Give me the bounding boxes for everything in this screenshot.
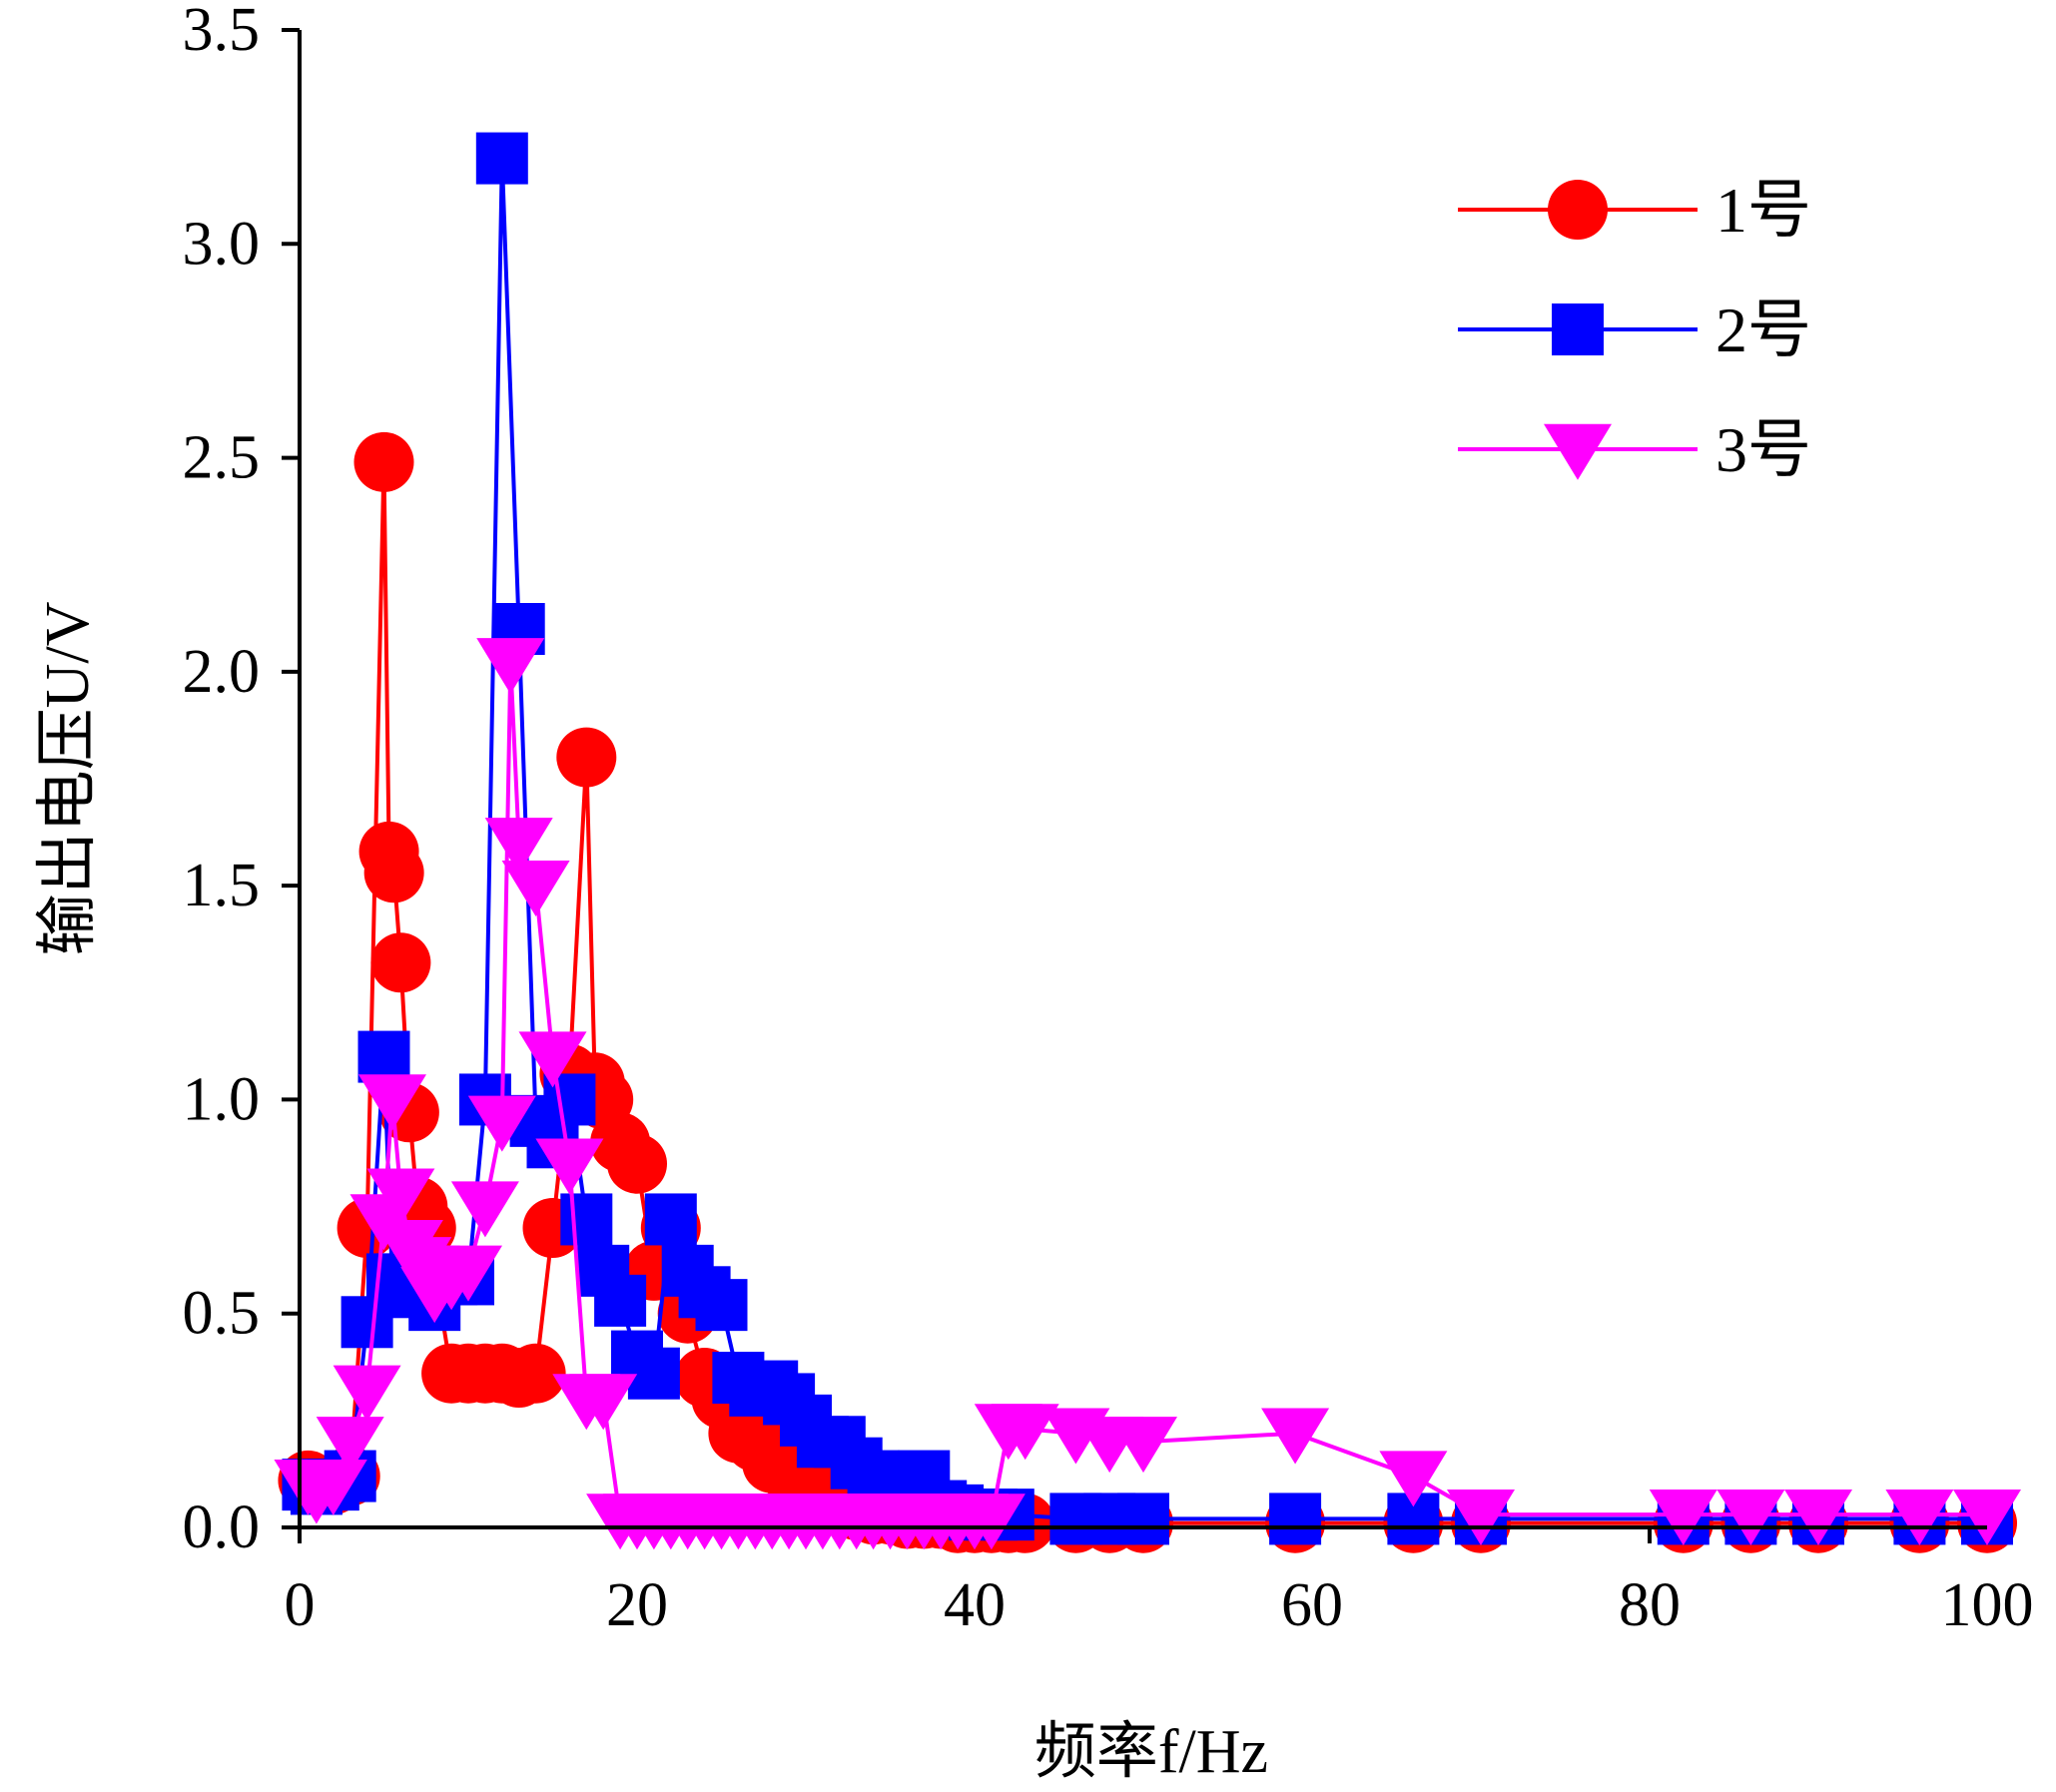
- y-tick-label: 3.0: [183, 210, 261, 278]
- y-tick-label: 1.5: [183, 852, 261, 919]
- legend-marker: [1552, 303, 1604, 355]
- data-point: [594, 1274, 647, 1327]
- data-point: [1269, 1493, 1322, 1545]
- data-point: [370, 932, 431, 993]
- x-tick-label: 100: [1941, 1571, 2034, 1639]
- data-point: [1261, 1408, 1330, 1465]
- data-point: [1117, 1493, 1169, 1545]
- data-point: [357, 1074, 426, 1131]
- data-point: [560, 1193, 613, 1246]
- data-point: [476, 638, 545, 695]
- data-point: [450, 1181, 519, 1238]
- data-point: [434, 1245, 502, 1302]
- data-point: [299, 1459, 367, 1515]
- legend-item: 1号: [1458, 175, 1811, 246]
- data-point: [475, 132, 528, 185]
- data-point: [556, 727, 617, 788]
- x-tick-label: 0: [285, 1571, 316, 1639]
- y-tick-label: 2.5: [183, 424, 261, 492]
- data-point: [1716, 1489, 1785, 1545]
- legend-marker: [1544, 423, 1612, 480]
- y-tick-label: 1.0: [183, 1065, 261, 1133]
- data-point: [363, 843, 424, 903]
- legend-item: 2号: [1458, 295, 1811, 365]
- y-tick-label: 0.5: [183, 1280, 261, 1348]
- data-point: [1447, 1489, 1515, 1545]
- data-point: [607, 1133, 667, 1194]
- data-point: [1953, 1489, 2021, 1545]
- data-point: [1885, 1489, 1954, 1545]
- data-point: [357, 1030, 410, 1083]
- legend-item: 3号: [1458, 414, 1811, 485]
- data-point: [957, 1493, 1026, 1550]
- legend-marker: [1548, 180, 1608, 240]
- data-point: [366, 1168, 435, 1225]
- y-axis-ticks: 0.0 0.5 1.0 1.5 2.0 2.5 3.0 3.5: [183, 0, 300, 1561]
- data-point: [991, 1404, 1059, 1461]
- series-3: [274, 638, 2021, 1550]
- data-point: [1784, 1489, 1852, 1545]
- data-point: [695, 1279, 748, 1332]
- legend-label: 3号: [1715, 414, 1811, 485]
- data-point: [535, 1138, 604, 1195]
- data-point: [484, 818, 553, 875]
- data-point: [1109, 1417, 1177, 1474]
- x-tick-label: 40: [944, 1571, 1006, 1639]
- data-point: [1379, 1451, 1448, 1507]
- data-point: [569, 1374, 638, 1431]
- data-point: [501, 860, 570, 916]
- y-tick-label: 0.0: [183, 1493, 261, 1561]
- data-point: [353, 431, 414, 492]
- x-tick-label: 80: [1619, 1571, 1681, 1639]
- data-point: [644, 1193, 697, 1246]
- axes: [298, 30, 1987, 1529]
- y-tick-label: 2.0: [183, 638, 261, 706]
- y-axis-title: 输出电压U/V: [34, 601, 102, 955]
- legend-label: 2号: [1715, 295, 1811, 365]
- data-point: [333, 1365, 401, 1422]
- data-point: [316, 1417, 384, 1474]
- data-point: [627, 1347, 680, 1400]
- x-tick-label: 60: [1281, 1571, 1343, 1639]
- legend-label: 1号: [1715, 175, 1811, 246]
- series-1: [278, 431, 2017, 1553]
- data-point: [505, 1343, 566, 1404]
- data-point: [518, 1031, 587, 1088]
- data-point: [467, 1095, 536, 1152]
- x-axis-title: 频率f/Hz: [1034, 1718, 1268, 1786]
- legend: 1号 2号 3号: [1458, 175, 1811, 485]
- data-point: [1649, 1489, 1717, 1545]
- y-tick-label: 3.5: [183, 0, 261, 64]
- x-tick-label: 20: [606, 1571, 668, 1639]
